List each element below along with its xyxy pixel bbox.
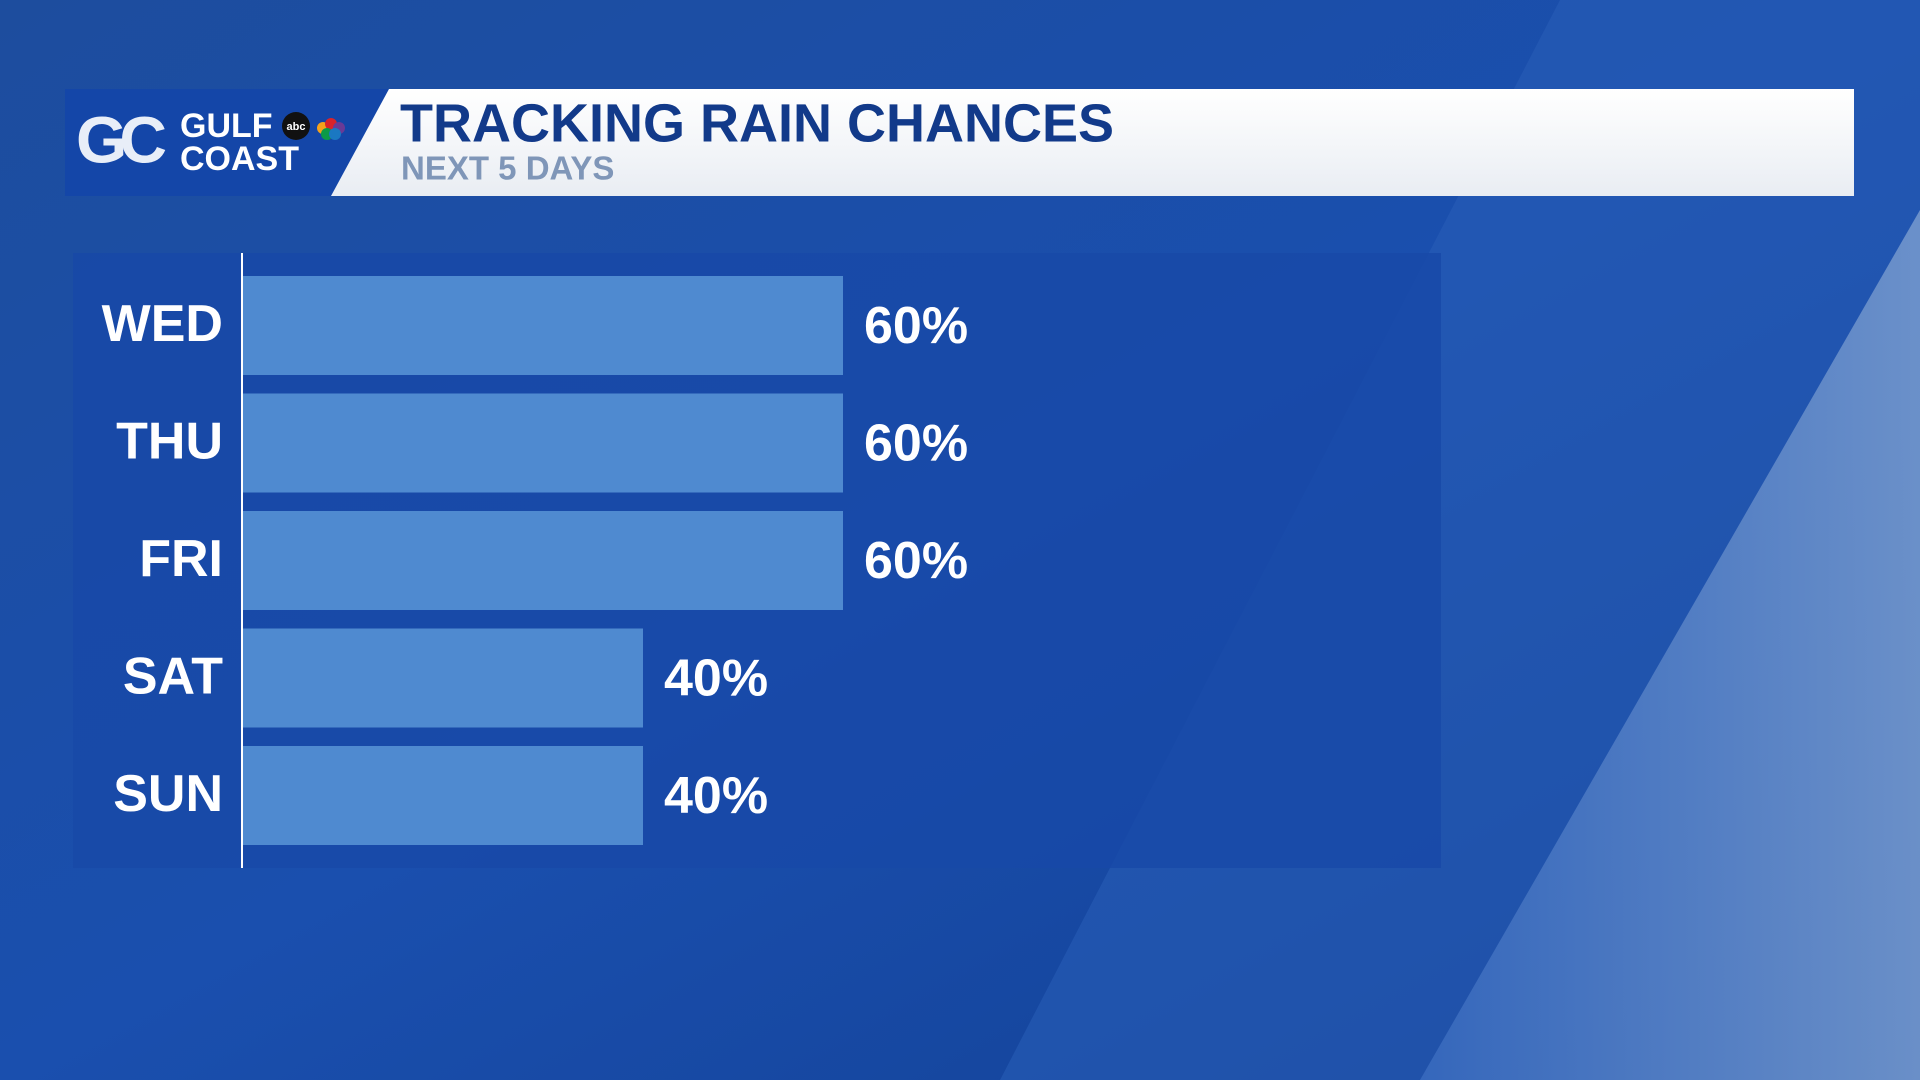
logo-network-badge: [282, 112, 310, 140]
logo-mark: GC: [76, 102, 165, 176]
chart-subtitle: NEXT 5 DAYS: [401, 150, 614, 187]
logo-line2: COAST: [180, 140, 299, 178]
logo-peacock: [317, 118, 345, 140]
value-label: 60%: [864, 297, 968, 355]
logo-line1: GULF: [180, 107, 273, 145]
plot-area: WED 60% THU 60% FRI 60% SAT 40% SUN 40%: [102, 276, 968, 845]
value-label: 40%: [664, 767, 768, 825]
chart-title: TRACKING RAIN CHANCES: [400, 93, 1114, 153]
value-label: 40%: [664, 650, 768, 708]
category-label: WED: [102, 295, 223, 353]
category-label: SUN: [113, 765, 223, 823]
bar: [243, 276, 843, 375]
bar: [243, 511, 843, 610]
value-label: 60%: [864, 415, 968, 473]
category-label: SAT: [123, 648, 223, 706]
bar: [243, 746, 643, 845]
logo-block: [65, 89, 389, 196]
category-label: FRI: [139, 530, 223, 588]
value-label: 60%: [864, 532, 968, 590]
bar: [243, 393, 843, 493]
bar: [243, 628, 643, 728]
logo-network: abc: [287, 121, 306, 133]
category-label: THU: [116, 413, 223, 471]
background-triangle: [1420, 210, 1920, 1080]
